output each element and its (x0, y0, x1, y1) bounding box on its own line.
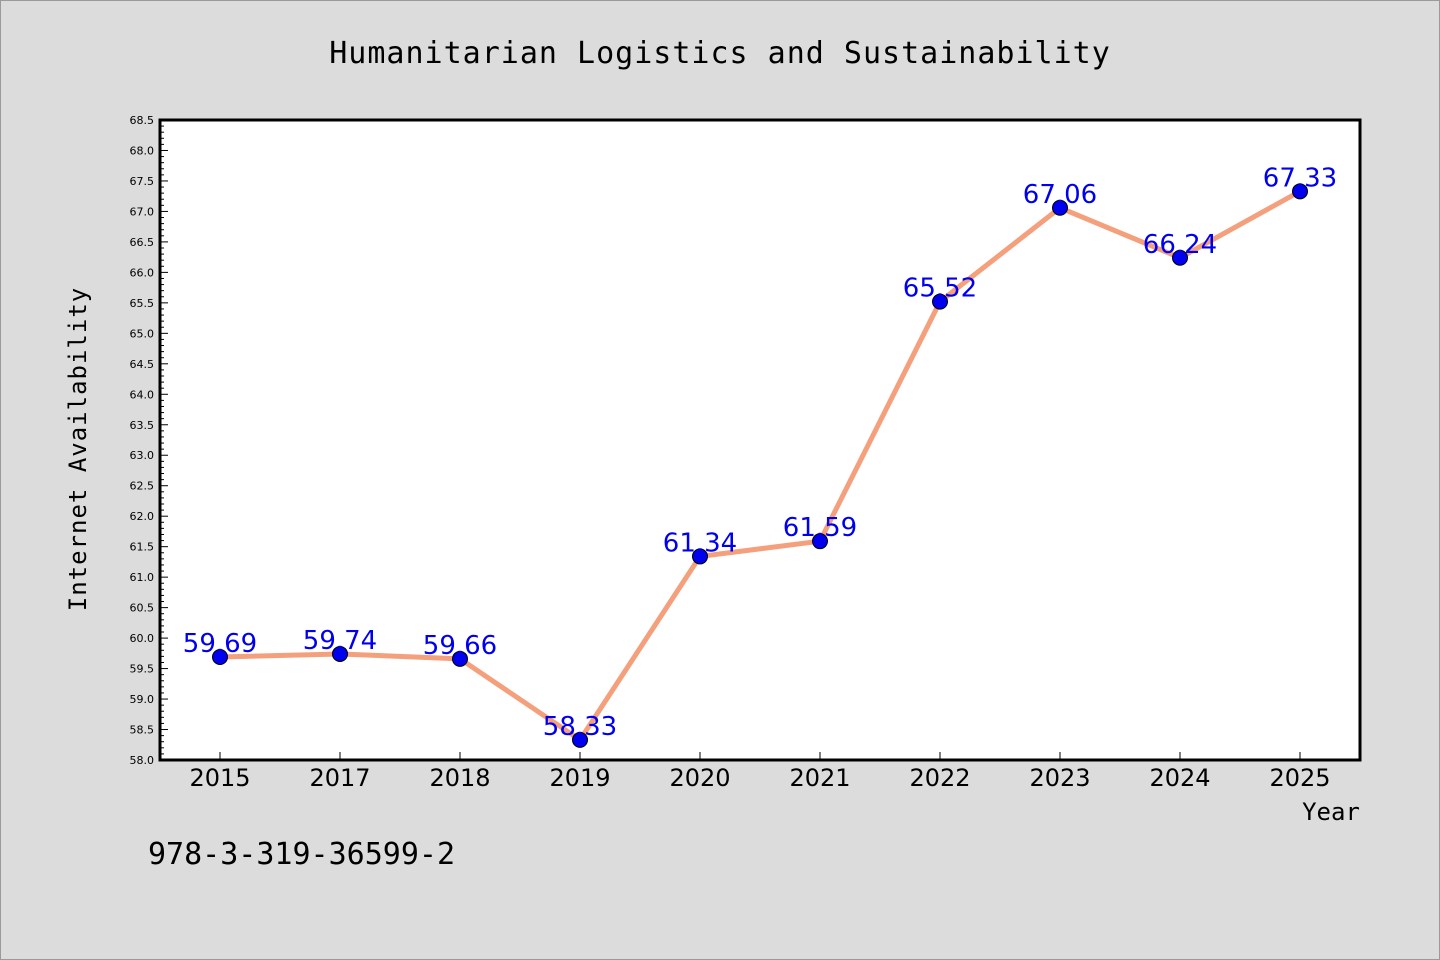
data-point (1172, 249, 1188, 266)
y-tick-label: 68.0 (130, 144, 155, 157)
x-axis-label: Year (1302, 798, 1360, 826)
data-label: 67.06 (1023, 180, 1097, 210)
y-tick-label: 62.0 (130, 510, 155, 523)
y-tick-label: 68.5 (130, 114, 155, 127)
y-tick-label: 61.5 (130, 541, 155, 554)
data-label: 67.33 (1263, 163, 1337, 193)
y-axis: 58.0 58.5 59.0 59.5 60.0 60.5 61.0 61.5 62.0 62.5… (130, 114, 168, 767)
plot-frame (158, 118, 1362, 762)
y-tick-label: 58.5 (130, 724, 155, 737)
data-point (1052, 199, 1068, 216)
y-tick-label: 67.5 (130, 175, 155, 188)
data-label: 59.74 (303, 626, 377, 656)
x-tick-label: 2025 (1269, 764, 1330, 792)
data-point (812, 533, 828, 550)
y-tick-label: 64.0 (130, 388, 155, 401)
y-tick-label: 60.5 (130, 602, 155, 615)
isbn-footer: 978-3-319-36599-2 (148, 837, 455, 872)
y-tick-label: 59.0 (130, 693, 155, 706)
y-tick-label: 66.5 (130, 236, 155, 249)
x-tick-label: 2015 (189, 764, 250, 792)
data-point (1292, 183, 1308, 200)
y-tick-label: 65.0 (130, 327, 155, 340)
y-tick-label: 65.5 (130, 297, 155, 310)
x-tick-label: 2022 (909, 764, 970, 792)
chart-title: Humanitarian Logistics and Sustainabilit… (329, 36, 1111, 71)
y-tick-label: 61.0 (130, 571, 155, 584)
data-label: 59.69 (183, 629, 257, 659)
x-tick-label: 2023 (1029, 764, 1090, 792)
data-labels: 59.69 59.74 59.66 58.33 61.34 61.59 65.52 67.06… (183, 163, 1337, 742)
x-axis: 2015 2017 2018 2019 2020 2021 2022 2023 2024 2025 (189, 752, 1331, 792)
y-tick-label: 64.5 (130, 358, 155, 371)
x-tick-label: 2021 (789, 764, 850, 792)
data-label: 66.24 (1143, 230, 1217, 260)
y-tick-label: 59.5 (130, 663, 155, 676)
y-tick-label: 66.0 (130, 266, 155, 279)
x-tick-label: 2018 (429, 764, 490, 792)
x-tick-label: 2019 (549, 764, 610, 792)
x-tick-label: 2017 (309, 764, 370, 792)
data-point (932, 293, 948, 310)
y-tick-label: 58.0 (130, 754, 155, 767)
data-point (572, 731, 588, 748)
data-points (212, 183, 1308, 748)
y-tick-label: 67.0 (130, 205, 155, 218)
y-tick-label: 63.5 (130, 419, 155, 432)
data-label: 59.66 (423, 631, 497, 661)
data-label: 61.34 (663, 528, 737, 558)
series-line (217, 188, 1303, 743)
data-label: 61.59 (783, 513, 857, 543)
data-point (332, 645, 348, 662)
data-label: 65.52 (903, 274, 977, 304)
data-point (452, 650, 468, 667)
data-point (212, 648, 228, 665)
data-label: 58.33 (543, 712, 617, 742)
y-tick-label: 62.5 (130, 480, 155, 493)
data-point (692, 548, 708, 565)
y-tick-label: 63.0 (130, 449, 155, 462)
plot-area (160, 120, 1360, 760)
y-tick-label: 60.0 (130, 632, 155, 645)
y-axis-label: Internet Availability (64, 287, 92, 611)
x-tick-label: 2024 (1149, 764, 1210, 792)
x-tick-label: 2020 (669, 764, 730, 792)
